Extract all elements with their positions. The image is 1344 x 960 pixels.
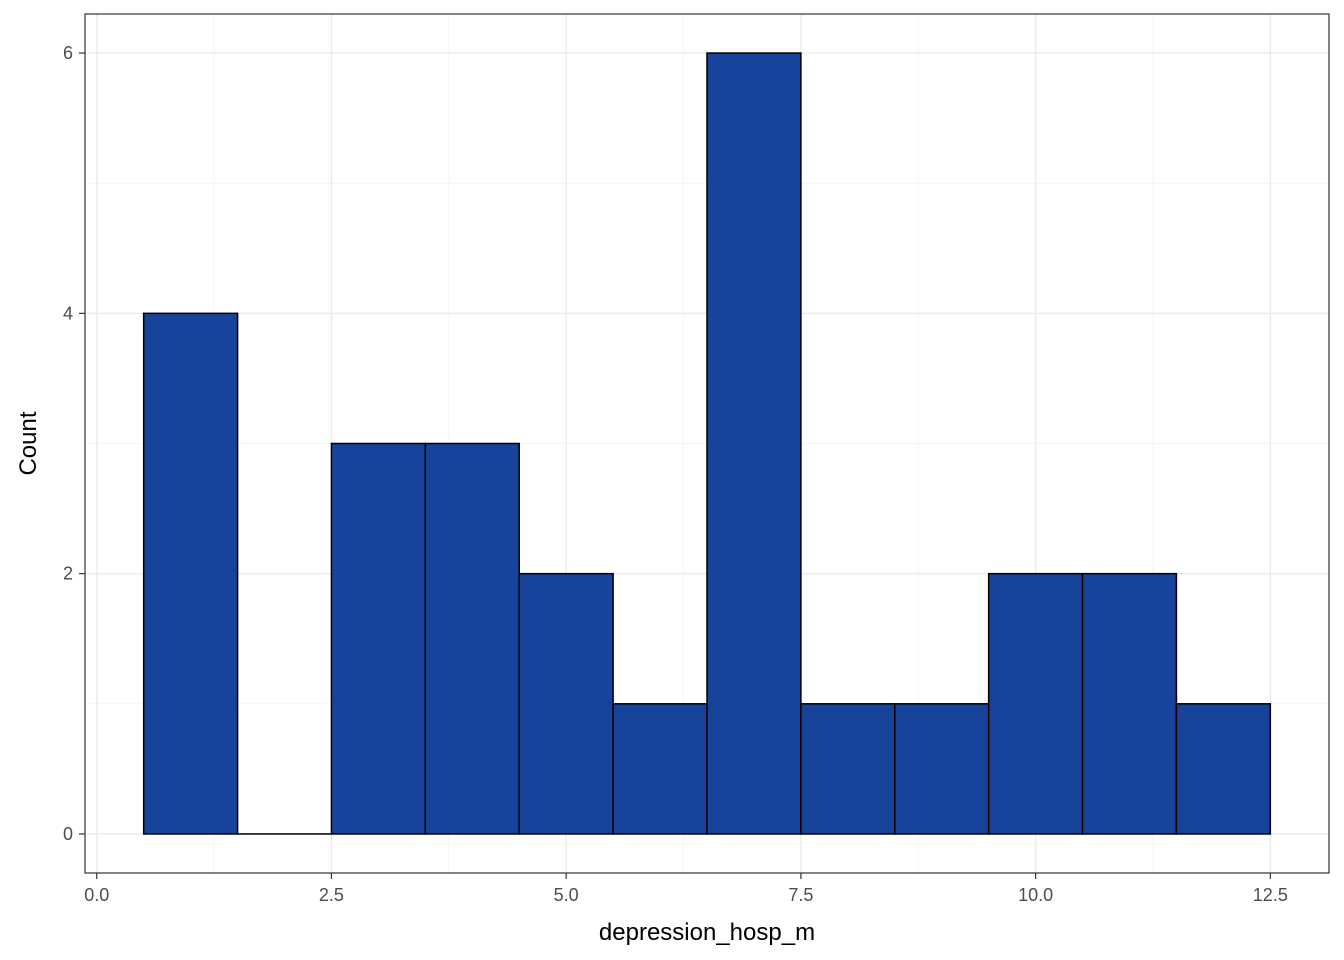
x-tick-label: 0.0 [84, 885, 109, 905]
x-axis-title: depression_hosp_m [599, 919, 815, 946]
histogram-bar [612, 703, 708, 835]
y-axis: 0 2 4 6 [63, 43, 85, 844]
histogram-bar [1081, 572, 1178, 835]
x-tick-label: 2.5 [319, 885, 344, 905]
x-axis: 0.0 2.5 5.0 7.5 10.0 12.5 [84, 873, 1288, 905]
x-tick-label: 12.5 [1253, 885, 1288, 905]
histogram-bar [330, 442, 427, 835]
histogram-bar [1175, 703, 1272, 835]
histogram-bar [706, 52, 802, 835]
histogram-bar [518, 572, 614, 835]
histogram-bars [142, 52, 1272, 835]
y-axis-title: Count [15, 411, 42, 475]
y-tick-label: 2 [63, 564, 73, 584]
histogram-bar [894, 703, 990, 835]
y-tick-label: 0 [63, 824, 73, 844]
y-tick-label: 4 [63, 303, 73, 323]
histogram-bar [424, 442, 520, 835]
y-tick-label: 6 [63, 43, 73, 63]
x-tick-label: 10.0 [1018, 885, 1053, 905]
x-tick-label: 7.5 [788, 885, 813, 905]
histogram-bar [800, 703, 896, 835]
panel-border [84, 13, 1330, 874]
histogram-bar [987, 572, 1084, 835]
histogram-bar [142, 312, 239, 835]
x-tick-label: 5.0 [554, 885, 579, 905]
